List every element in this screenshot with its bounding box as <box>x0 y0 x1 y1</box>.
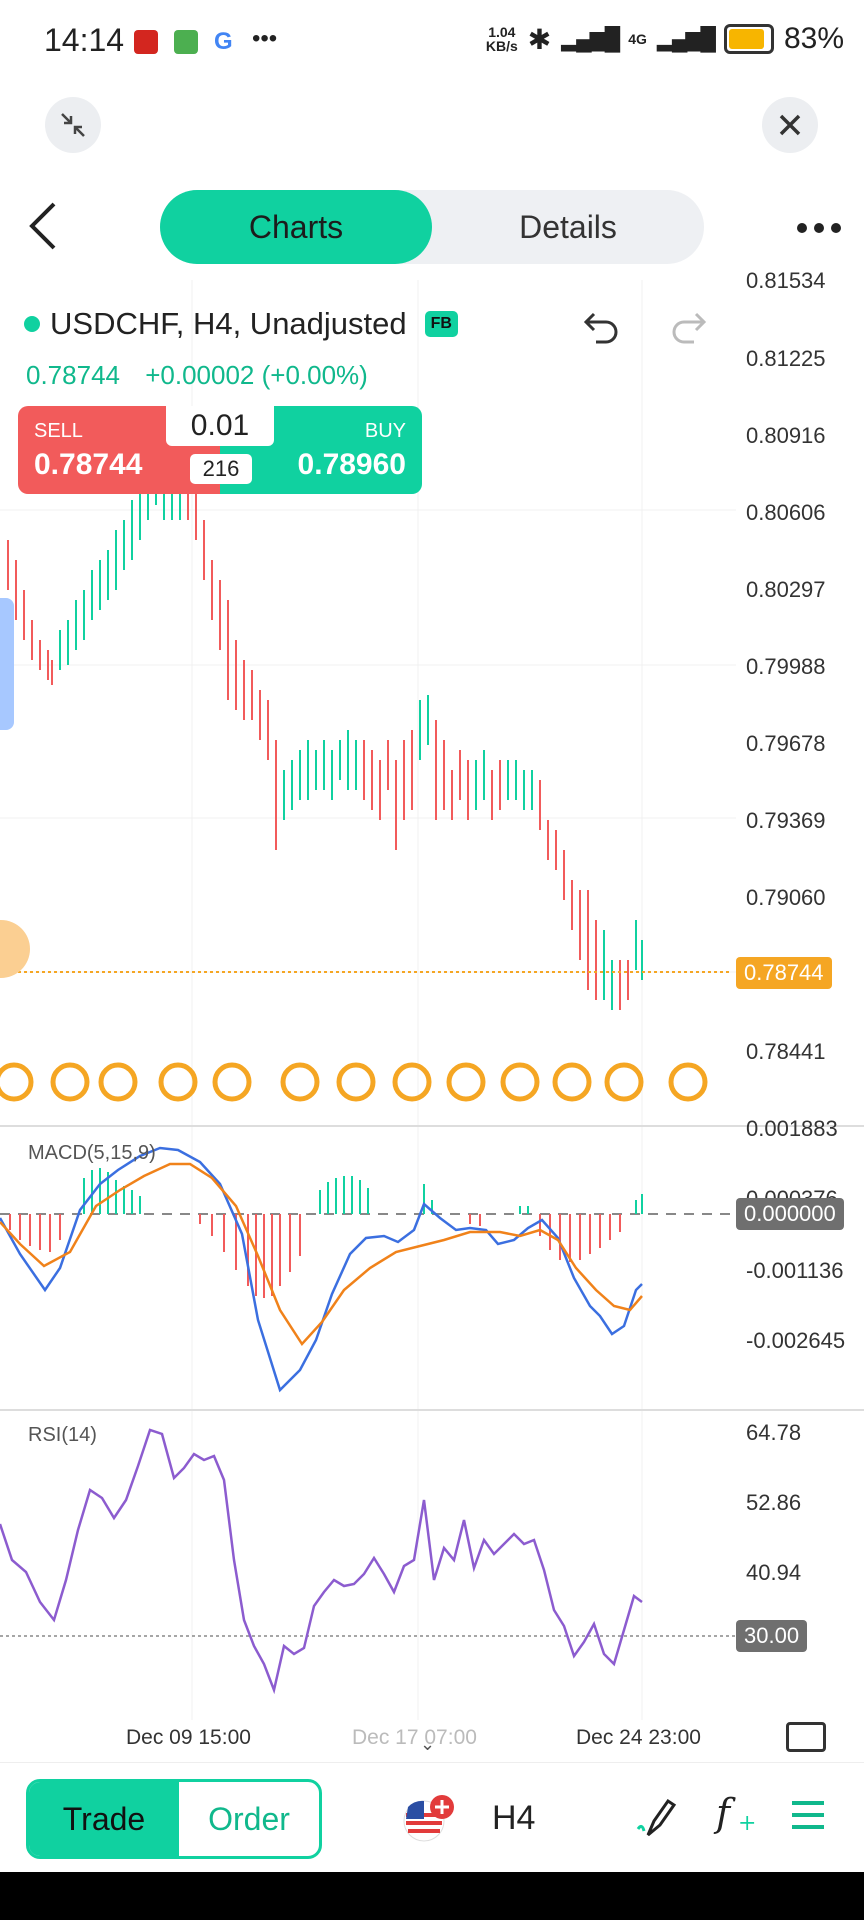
current-price-tag: 0.78744 <box>736 957 832 989</box>
battery-percent: 83% <box>783 22 844 55</box>
undo-icon <box>583 312 618 344</box>
rsi-axis-label: 40.94 <box>746 1560 802 1585</box>
buy-button[interactable]: BUY 0.78960 <box>220 406 422 494</box>
google-icon: G <box>214 28 233 55</box>
network-type: 4G <box>628 31 647 47</box>
hamburger-icon <box>792 1801 824 1829</box>
more-notifications-icon: ••• <box>252 25 278 52</box>
status-bar: 14:14 G ••• 1.04 KB/s ✱ ▂▄▆█ 4G ▂▄▆█ 83% <box>0 0 864 86</box>
tab-details[interactable]: Details <box>519 208 617 245</box>
signal-icon-2: ▂▄▆█ <box>656 26 716 51</box>
chevron-left-icon <box>29 202 56 250</box>
more-options-button[interactable] <box>794 210 844 246</box>
price-axis-label: 0.80606 <box>746 500 826 525</box>
symbol-title[interactable]: USDCHF, H4, Unadjusted <box>50 306 407 341</box>
back-button[interactable] <box>24 198 64 254</box>
buy-label: BUY <box>364 420 406 442</box>
rsi-axis-label: 52.86 <box>746 1490 802 1515</box>
pencil-icon <box>636 1798 677 1837</box>
timeframe-selector[interactable]: H4 <box>492 1799 536 1837</box>
buy-price: 0.78960 <box>297 448 406 481</box>
economic-event-markers[interactable] <box>0 1062 708 1102</box>
status-icons: 1.04 KB/s ✱ ▂▄▆█ 4G ▂▄▆█ 83% <box>486 22 844 56</box>
last-price: 0.78744 <box>26 360 120 390</box>
bluetooth-icon: ✱ <box>527 23 552 55</box>
drawing-tools-button[interactable] <box>634 1795 678 1841</box>
side-drawer-handle[interactable] <box>0 598 14 730</box>
sell-label: SELL <box>34 420 83 442</box>
macd-axis-label: -0.002645 <box>746 1328 846 1353</box>
rsi-axis-label: 64.78 <box>746 1420 802 1445</box>
signal-icon: ▂▄▆█ <box>561 26 620 51</box>
price-axis-label: 0.79988 <box>746 654 826 679</box>
minimize-button[interactable] <box>45 97 101 153</box>
rsi-label[interactable]: RSI(14) <box>28 1424 97 1446</box>
sell-price: 0.78744 <box>34 448 143 481</box>
view-tabs: Charts Details <box>160 190 704 264</box>
battery-icon <box>723 24 774 54</box>
quick-trade-panel: SELL 0.78744 BUY 0.78960 0.01 216 <box>18 406 422 494</box>
time-axis-label: Dec 24 23:00 <box>576 1726 701 1749</box>
price-axis-label: 0.81225 <box>746 346 826 371</box>
price-axis-label: 0.79060 <box>746 885 826 910</box>
order-button[interactable]: Order <box>208 1800 290 1837</box>
redo-icon <box>672 312 707 344</box>
plus-icon: + <box>738 1811 757 1836</box>
time-axis-label: Dec 09 15:00 <box>126 1726 251 1749</box>
macd-label[interactable]: MACD(5,15,9) <box>28 1142 156 1164</box>
undo-button[interactable] <box>582 306 622 346</box>
more-horizontal-icon <box>797 223 841 233</box>
lot-size-input[interactable]: 0.01 <box>166 406 274 446</box>
minimize-icon <box>61 113 85 137</box>
status-time: 14:14 <box>44 22 125 58</box>
tab-charts[interactable]: Charts <box>160 190 432 264</box>
trade-button[interactable]: Trade <box>29 1782 179 1856</box>
function-icon: f <box>716 1791 731 1835</box>
macd-zero-tag: 0.000000 <box>736 1198 844 1230</box>
time-axis-label: Dec 17 07:00 <box>352 1726 477 1749</box>
market-open-indicator <box>24 316 40 332</box>
menu-button[interactable] <box>790 1799 826 1831</box>
macd-axis-label: 0.001883 <box>746 1116 838 1141</box>
indicators-button[interactable]: f + <box>716 1791 756 1841</box>
news-app-icon <box>134 30 158 54</box>
us-flag-add-icon <box>403 1795 454 1842</box>
chevron-down-icon[interactable]: ⌄ <box>420 1734 436 1754</box>
price-axis-label: 0.80916 <box>746 423 826 448</box>
chart-canvas[interactable] <box>0 280 864 1760</box>
macd-axis-label: -0.001136 <box>746 1258 844 1283</box>
price-axis-label: 0.80297 <box>746 577 826 602</box>
trade-order-toggle: Trade Order <box>26 1779 322 1859</box>
close-button[interactable] <box>762 97 818 153</box>
price-axis-label: 0.81534 <box>746 268 826 293</box>
price-axis-label: 0.79369 <box>746 808 826 833</box>
symbol-header: USDCHF, H4, Unadjusted FB <box>24 306 458 342</box>
price-axis-label: 0.78441 <box>746 1039 826 1064</box>
fb-badge: FB <box>424 311 458 337</box>
spread-value: 216 <box>190 454 252 484</box>
bottom-toolbar: Trade Order H4 f + <box>0 1762 864 1873</box>
rsi-level-tag: 30.00 <box>736 1620 808 1652</box>
system-nav-bar <box>0 1872 864 1920</box>
redo-button[interactable] <box>668 306 708 346</box>
fullscreen-button[interactable] <box>786 1722 826 1752</box>
close-icon <box>779 114 801 136</box>
net-speed: 1.04 KB/s <box>485 24 518 54</box>
price-change: +0.00002 (+0.00%) <box>145 360 368 390</box>
android-app-icon <box>174 30 198 54</box>
price-axis-label: 0.79678 <box>746 731 826 756</box>
price-summary: 0.78744 +0.00002 (+0.00%) <box>26 360 368 391</box>
add-symbol-button[interactable] <box>402 1793 458 1843</box>
